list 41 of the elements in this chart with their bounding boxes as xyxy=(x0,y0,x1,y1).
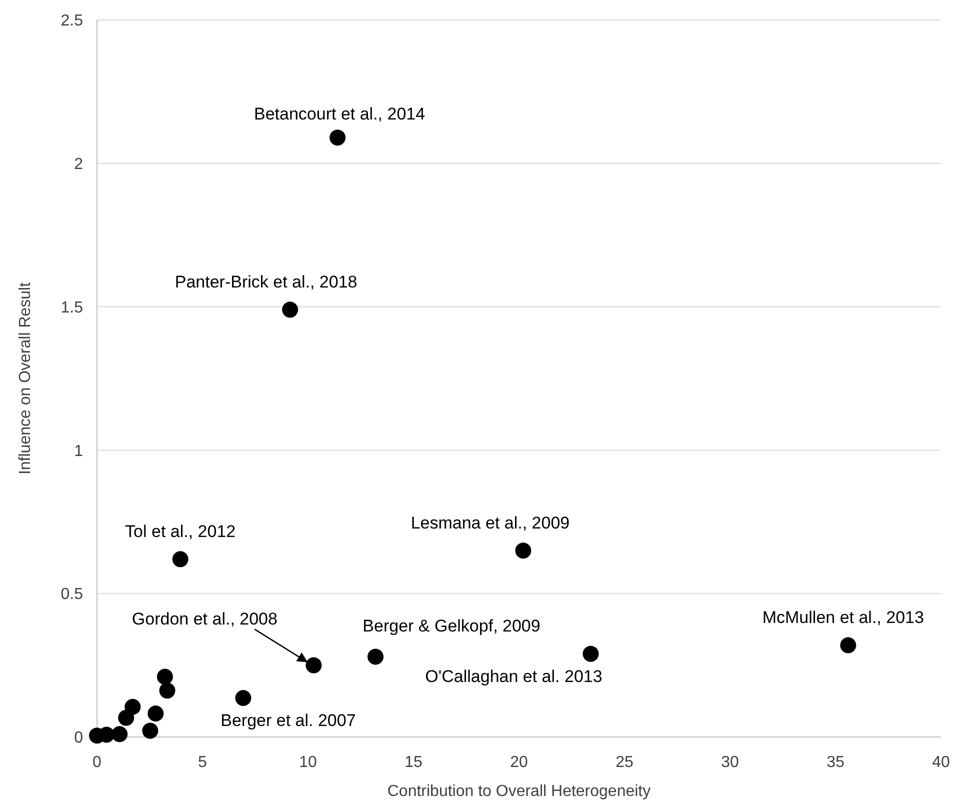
annotation: Lesmana et al., 2009 xyxy=(410,514,570,533)
y-tick-label: 2 xyxy=(74,156,84,173)
point xyxy=(142,722,158,739)
annotation: Panter-Brick et al., 2018 xyxy=(174,272,358,292)
y-tick-label: 0 xyxy=(74,730,84,747)
y-tick-label: 1.5 xyxy=(60,299,84,316)
x-tick-label: 10 xyxy=(299,754,317,771)
x-axis-title: Contribution to Overall Heterogeneity xyxy=(387,783,651,800)
point xyxy=(582,646,599,662)
x-tick-label: 0 xyxy=(92,754,102,771)
annotation: Betancourt et al., 2014 xyxy=(254,104,426,124)
x-tick-label: 20 xyxy=(510,754,528,771)
point xyxy=(282,302,298,318)
x-tick-label: 35 xyxy=(826,754,844,771)
point xyxy=(148,705,164,722)
annotation: Berger et al. 2007 xyxy=(220,710,356,730)
point xyxy=(159,682,176,699)
annotation: O'Callaghan et al. 2013 xyxy=(425,666,602,686)
x-tick-label: 25 xyxy=(616,754,634,771)
point xyxy=(156,668,173,685)
point xyxy=(515,542,532,559)
x-tick-label: 5 xyxy=(198,754,208,771)
point xyxy=(368,648,384,665)
point xyxy=(112,726,128,742)
annotation: Tol et al., 2012 xyxy=(125,522,236,542)
y-axis-title: Influence on Overall Result xyxy=(17,282,34,475)
y-tick-label: 1 xyxy=(74,442,84,460)
x-tick-label: 30 xyxy=(721,754,739,771)
annotation: Berger & Gelkopf, 2009 xyxy=(362,616,540,636)
point xyxy=(840,637,856,654)
annotation: McMullen et al., 2013 xyxy=(762,608,924,628)
annotation: Gordon et al., 2008 xyxy=(132,609,278,628)
y-tick-label: 0.5 xyxy=(60,586,84,604)
x-tick-label: 40 xyxy=(932,754,950,771)
point xyxy=(235,690,252,706)
point xyxy=(306,657,322,674)
point xyxy=(124,698,141,715)
point xyxy=(172,551,188,568)
point xyxy=(330,130,346,146)
y-tick-label: 2.5 xyxy=(60,12,84,30)
x-tick-label: 15 xyxy=(404,754,422,771)
